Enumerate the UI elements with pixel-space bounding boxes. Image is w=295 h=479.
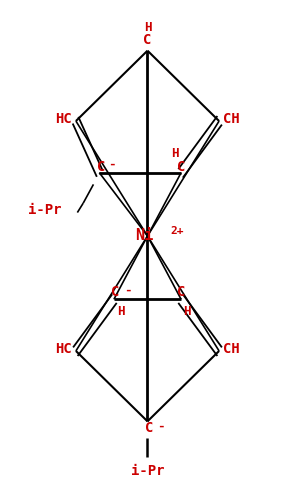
Text: H: H bbox=[171, 148, 179, 160]
Text: HC: HC bbox=[55, 342, 71, 355]
Text: i-Pr: i-Pr bbox=[28, 203, 61, 217]
Text: C: C bbox=[143, 34, 152, 47]
Text: H: H bbox=[117, 305, 125, 318]
Text: H: H bbox=[144, 21, 151, 34]
Text: C: C bbox=[96, 160, 105, 174]
Text: i-Pr: i-Pr bbox=[131, 464, 164, 478]
Text: -: - bbox=[124, 284, 131, 297]
Text: -: - bbox=[158, 420, 165, 433]
Text: CH: CH bbox=[224, 112, 240, 125]
Text: C: C bbox=[145, 422, 153, 435]
Text: C: C bbox=[177, 160, 185, 174]
Text: C: C bbox=[177, 285, 185, 299]
Text: CH: CH bbox=[224, 342, 240, 355]
Text: HC: HC bbox=[55, 112, 71, 125]
Text: -: - bbox=[108, 158, 115, 171]
Text: Ni: Ni bbox=[135, 228, 154, 243]
Text: 2+: 2+ bbox=[170, 226, 183, 236]
Text: C: C bbox=[111, 285, 119, 299]
Text: H: H bbox=[183, 305, 191, 318]
